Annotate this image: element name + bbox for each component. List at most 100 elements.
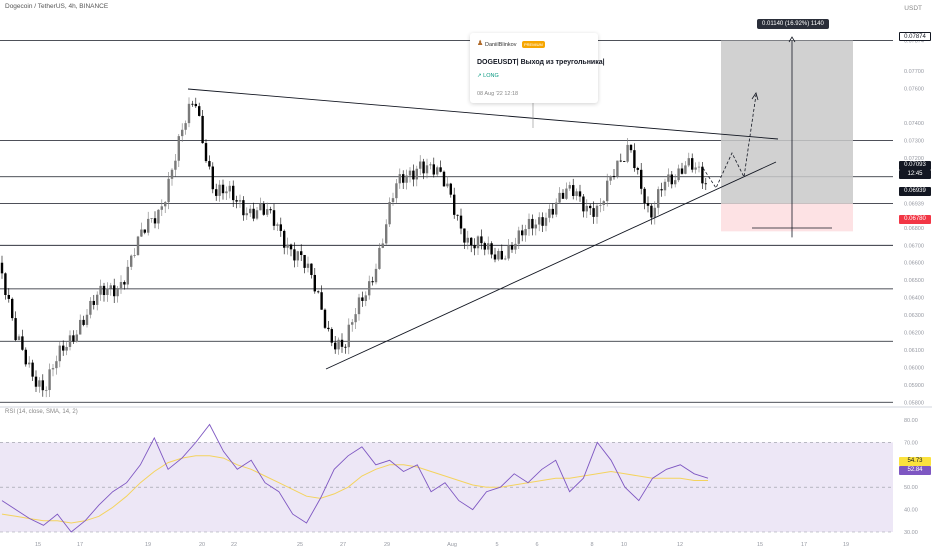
candle [582, 194, 585, 218]
candle-body [415, 168, 418, 180]
candle-body [629, 144, 633, 151]
candle [493, 247, 497, 263]
candle [626, 137, 629, 164]
candle [279, 217, 282, 237]
candle [422, 158, 425, 180]
candle [402, 170, 405, 189]
rsi-title[interactable]: RSI (14, close, SMA, 14, 2) [5, 409, 78, 415]
candle-body [238, 200, 242, 202]
measure-arrow-head [788, 36, 796, 43]
candle-body [354, 314, 357, 323]
candle-body [153, 218, 157, 224]
candle [119, 275, 123, 294]
price-label-stop: 0.06780 [899, 215, 931, 224]
candle [191, 100, 194, 107]
candle [153, 211, 157, 229]
candle-body [187, 103, 191, 124]
candles-layer [0, 97, 707, 398]
position-zones [721, 36, 853, 238]
candle-body [306, 263, 310, 268]
candle [89, 297, 92, 319]
candle [701, 161, 704, 190]
candle-body [687, 158, 690, 166]
idea-title[interactable]: DOGEUSDT| Выход из треугольника| [477, 59, 605, 66]
time-tick-12: 10 [621, 542, 627, 548]
candle-body [45, 390, 48, 391]
candle [272, 203, 276, 231]
candle-body [565, 188, 568, 199]
idea-card[interactable]: ♟ DaniilBlinkov PREMIUM DOGEUSDT| Выход … [470, 33, 605, 103]
candle-body [68, 335, 72, 347]
candle-body [75, 334, 78, 342]
candle [670, 170, 673, 189]
candle [490, 241, 493, 259]
candle-body [89, 300, 92, 315]
price-tick-9: 0.06700 [904, 243, 924, 249]
candle [633, 143, 636, 172]
candle [340, 333, 344, 353]
candle [510, 241, 514, 253]
candle [252, 202, 255, 222]
candle-body [538, 217, 541, 225]
candle-body [194, 103, 197, 107]
candle [48, 363, 51, 398]
candle-body [140, 229, 143, 237]
candle-body [300, 251, 303, 255]
candle-body [266, 209, 269, 215]
candle-body [674, 180, 677, 185]
candle-body [449, 183, 452, 195]
author-name[interactable]: DaniilBlinkov [485, 42, 517, 48]
candle [412, 164, 415, 187]
candle [262, 201, 265, 216]
candle [167, 171, 170, 210]
candle [473, 238, 476, 256]
candle-body [395, 183, 398, 199]
price-tick-0: 0.07874 [904, 39, 924, 45]
candle [184, 120, 187, 135]
candle-body [225, 191, 228, 194]
candle [425, 158, 429, 179]
candle-body [72, 335, 75, 342]
candle-body [96, 294, 99, 305]
candle [541, 212, 544, 232]
candle-body [374, 268, 378, 283]
candle-body [310, 263, 313, 275]
candle-body [412, 170, 415, 180]
rsi-sma-line [1, 455, 708, 524]
candle [232, 180, 235, 208]
candle [31, 359, 34, 382]
candle [697, 161, 701, 173]
candle [623, 160, 626, 162]
candle-body [619, 160, 622, 162]
candle-body [408, 170, 412, 176]
price-tick-3: 0.07400 [904, 121, 924, 127]
candle-body [340, 339, 344, 347]
candle-body [385, 224, 388, 244]
candle-body [500, 250, 503, 260]
candle [497, 248, 500, 262]
candle-body [21, 336, 24, 350]
candle-body [191, 103, 194, 105]
symbol-title[interactable]: Dogecoin / TetherUS, 4h, BINANCE [5, 3, 109, 10]
candle-body [62, 345, 65, 351]
candle [599, 198, 602, 213]
candle [147, 211, 150, 236]
candle-body [123, 282, 126, 285]
candle [218, 180, 221, 202]
candle-body [249, 208, 252, 214]
candle-body [255, 210, 259, 219]
time-tick-13: 12 [677, 542, 683, 548]
candle-body [14, 318, 17, 341]
candle [75, 329, 78, 343]
candle [225, 186, 228, 200]
candle [361, 291, 364, 307]
candle [378, 243, 381, 270]
price-tick-12: 0.06400 [904, 296, 924, 302]
candle [636, 166, 639, 175]
candle [14, 311, 17, 342]
candle-body [609, 175, 612, 181]
candle-body [442, 171, 446, 187]
candle-body [272, 210, 276, 226]
candle-body [113, 285, 116, 297]
